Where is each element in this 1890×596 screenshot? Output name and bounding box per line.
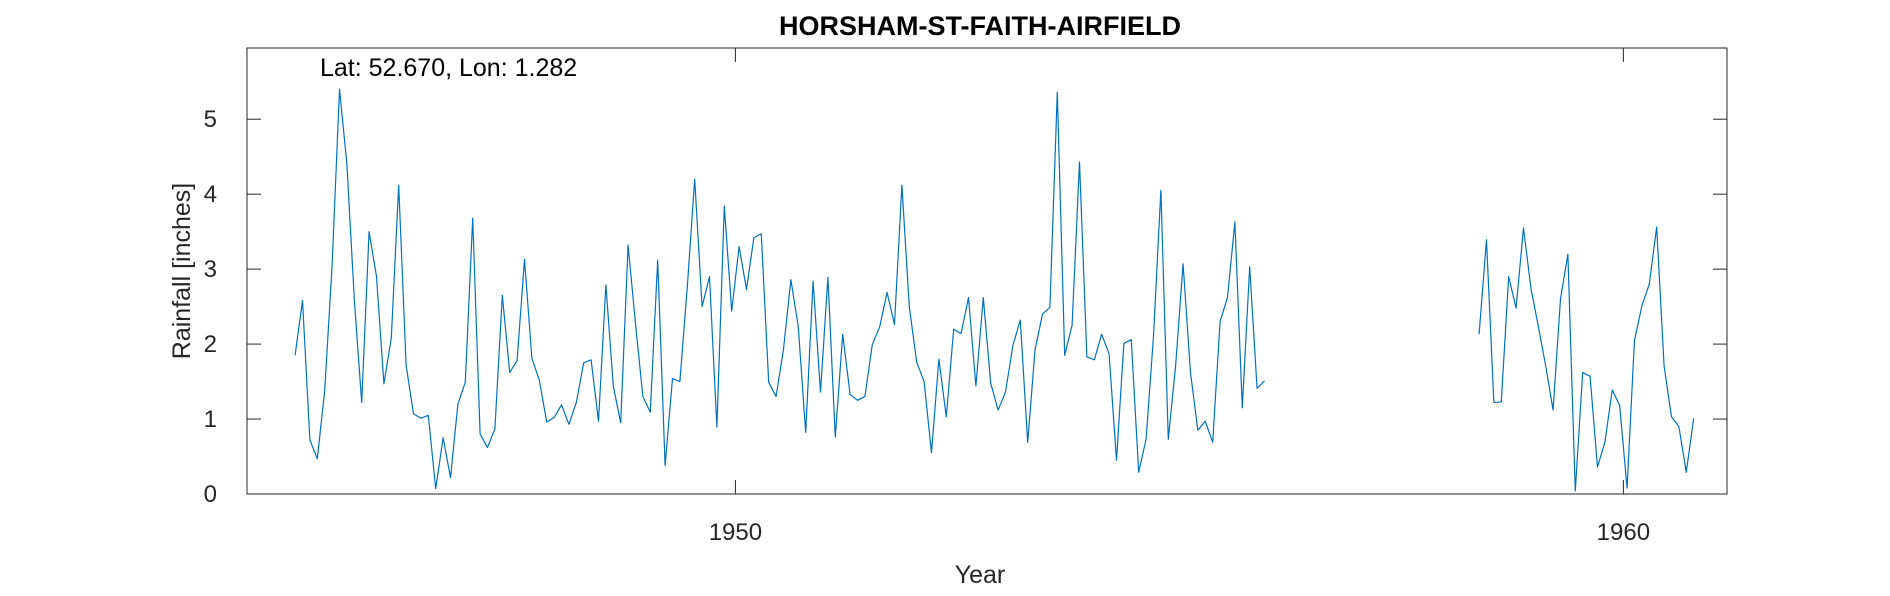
y-tick-label: 2 xyxy=(204,331,217,358)
x-tick-label: 1950 xyxy=(709,519,762,546)
series-layer xyxy=(294,88,1695,492)
x-tick-label: 1960 xyxy=(1597,519,1650,546)
x-axis-label: Year xyxy=(955,561,1006,589)
plot-area xyxy=(246,47,1728,495)
location-annotation: Lat: 52.670, Lon: 1.282 xyxy=(320,54,577,82)
x-axis: 1950 1960 xyxy=(709,48,1650,546)
y-tick-label: 0 xyxy=(204,481,217,508)
y-tick-label: 3 xyxy=(204,256,217,283)
y-tick-label: 1 xyxy=(204,406,217,433)
rainfall-series-line xyxy=(294,88,1265,490)
y-axis: 0 1 2 3 4 5 xyxy=(204,106,1727,508)
rainfall-series-line xyxy=(1478,226,1695,492)
chart-title: HORSHAM-ST-FAITH-AIRFIELD xyxy=(779,11,1181,41)
y-axis-label: Rainfall [inches] xyxy=(168,183,196,359)
y-tick-label: 4 xyxy=(204,181,217,208)
y-tick-label: 5 xyxy=(204,106,217,133)
